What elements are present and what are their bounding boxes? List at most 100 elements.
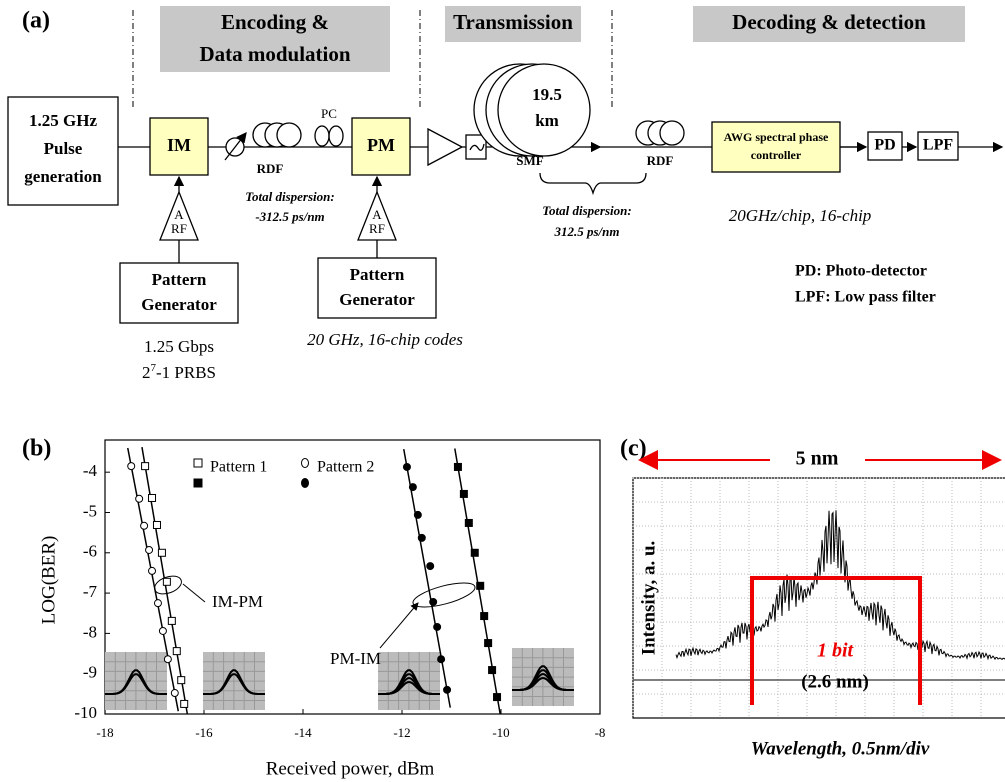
rdf-coil <box>636 121 684 145</box>
data-point <box>460 490 467 497</box>
figure: (a) Encoding & Data modulation Transmiss… <box>0 0 1005 782</box>
section-title: Decoding & detection <box>732 10 926 34</box>
section-title: Transmission <box>453 10 573 34</box>
source-label: Pulse <box>44 139 83 158</box>
data-point <box>158 549 165 556</box>
source-label: 1.25 GHz <box>29 111 97 130</box>
data-point <box>454 463 461 470</box>
data-point <box>438 656 445 663</box>
data-point <box>481 613 488 620</box>
x-tick-label: -12 <box>393 725 410 740</box>
data-point <box>128 463 135 470</box>
rdf-label: RDF <box>647 153 674 168</box>
bit-width: (2.6 nm) <box>801 671 869 692</box>
eye-inset <box>203 652 265 710</box>
legend-label: Pattern 2 <box>317 459 374 476</box>
pg-label: Generator <box>141 295 217 314</box>
fiber-length: 19.5 <box>532 85 562 104</box>
pg-label: Pattern <box>152 270 207 289</box>
smf-coil <box>474 64 590 156</box>
data-point <box>444 686 451 693</box>
data-point <box>471 549 478 556</box>
x-tick-label: -14 <box>294 725 312 740</box>
y-axis-title: LOG(BER) <box>38 536 59 625</box>
section-title: Encoding & <box>221 10 329 34</box>
dispersion: 312.5 ps/nm <box>553 224 619 239</box>
source-label: generation <box>24 167 102 186</box>
y-tick-label: -6 <box>83 542 97 561</box>
data-point <box>427 563 434 570</box>
y-tick-label: -5 <box>83 501 97 520</box>
eye-inset <box>512 648 574 706</box>
data-point <box>164 656 171 663</box>
pm-label: PM <box>367 135 395 155</box>
awg-label: AWG spectral phase <box>724 130 829 144</box>
data-point <box>153 521 160 528</box>
fit-line <box>455 449 500 714</box>
y-tick-label: -7 <box>83 582 98 601</box>
bit-label: 1 bit <box>817 640 855 662</box>
dispersion: Total dispersion: <box>245 189 334 204</box>
awg-spec: 20GHz/chip, 16-chip <box>729 206 872 225</box>
pd-label: PD <box>874 137 895 154</box>
pg-spec: 27-1 PRBS <box>142 362 216 382</box>
amp-label: RF <box>171 221 187 236</box>
eye-inset <box>378 652 440 710</box>
x-tick-label: -18 <box>96 725 113 740</box>
data-point <box>403 463 410 470</box>
data-point <box>465 519 472 526</box>
data-point <box>149 567 156 574</box>
annotation-arrow <box>380 603 418 648</box>
data-point <box>181 700 188 707</box>
edfa <box>428 129 462 165</box>
x-tick-label: -16 <box>195 725 213 740</box>
x-tick-label: -10 <box>492 725 509 740</box>
eye-inset <box>105 652 167 710</box>
annotation: PM-IM <box>330 649 381 668</box>
panel-label: (b) <box>22 436 51 462</box>
pg-label: Pattern <box>350 265 405 284</box>
rdf-coil <box>253 123 301 147</box>
awg-label: controller <box>751 148 802 162</box>
y-tick-label: -9 <box>83 663 97 682</box>
lpf-label: LPF <box>923 137 953 154</box>
data-point <box>142 463 149 470</box>
smf-label: SMF <box>516 153 544 168</box>
amp-label: A <box>174 207 184 222</box>
dispersion: -312.5 ps/nm <box>255 209 324 224</box>
data-point <box>149 494 156 501</box>
legend-label: Pattern 1 <box>210 459 267 476</box>
data-point <box>494 694 501 701</box>
pc-loop <box>329 126 343 146</box>
im-label: IM <box>167 135 191 155</box>
data-point <box>409 484 416 491</box>
annotation-ring <box>411 578 477 612</box>
amp-label: A <box>372 207 382 222</box>
data-point <box>414 511 421 518</box>
panel-a: (a) Encoding & Data modulation Transmiss… <box>8 6 1002 382</box>
data-point <box>489 667 496 674</box>
data-point <box>159 627 166 634</box>
legend-marker <box>302 479 309 488</box>
data-point <box>154 600 161 607</box>
pc-label: PC <box>321 106 337 121</box>
pc-loop <box>315 126 329 146</box>
span-label: 5 nm <box>796 448 839 470</box>
pg-spec: -1 PRBS <box>156 363 216 382</box>
fiber-length: km <box>535 111 559 130</box>
panel-b: (b) Received power, dBm LOG(BER) -18-16-… <box>22 436 605 780</box>
pg-spec: 2 <box>142 363 151 382</box>
pg-spec: 20 GHz, 16-chip codes <box>307 330 463 349</box>
data-point <box>430 598 437 605</box>
annotation: IM-PM <box>212 592 263 611</box>
data-point <box>163 578 170 585</box>
data-point <box>418 534 425 541</box>
legend-marker <box>194 479 202 487</box>
data-point <box>477 582 484 589</box>
y-tick-label: -10 <box>74 703 97 722</box>
y-tick-label: -4 <box>83 461 98 480</box>
x-axis-title: Wavelength, 0.5nm/div <box>751 738 930 759</box>
data-point <box>173 648 180 655</box>
legend-text: PD: Photo-detector <box>795 263 927 280</box>
panel-label: (c) <box>620 436 647 462</box>
